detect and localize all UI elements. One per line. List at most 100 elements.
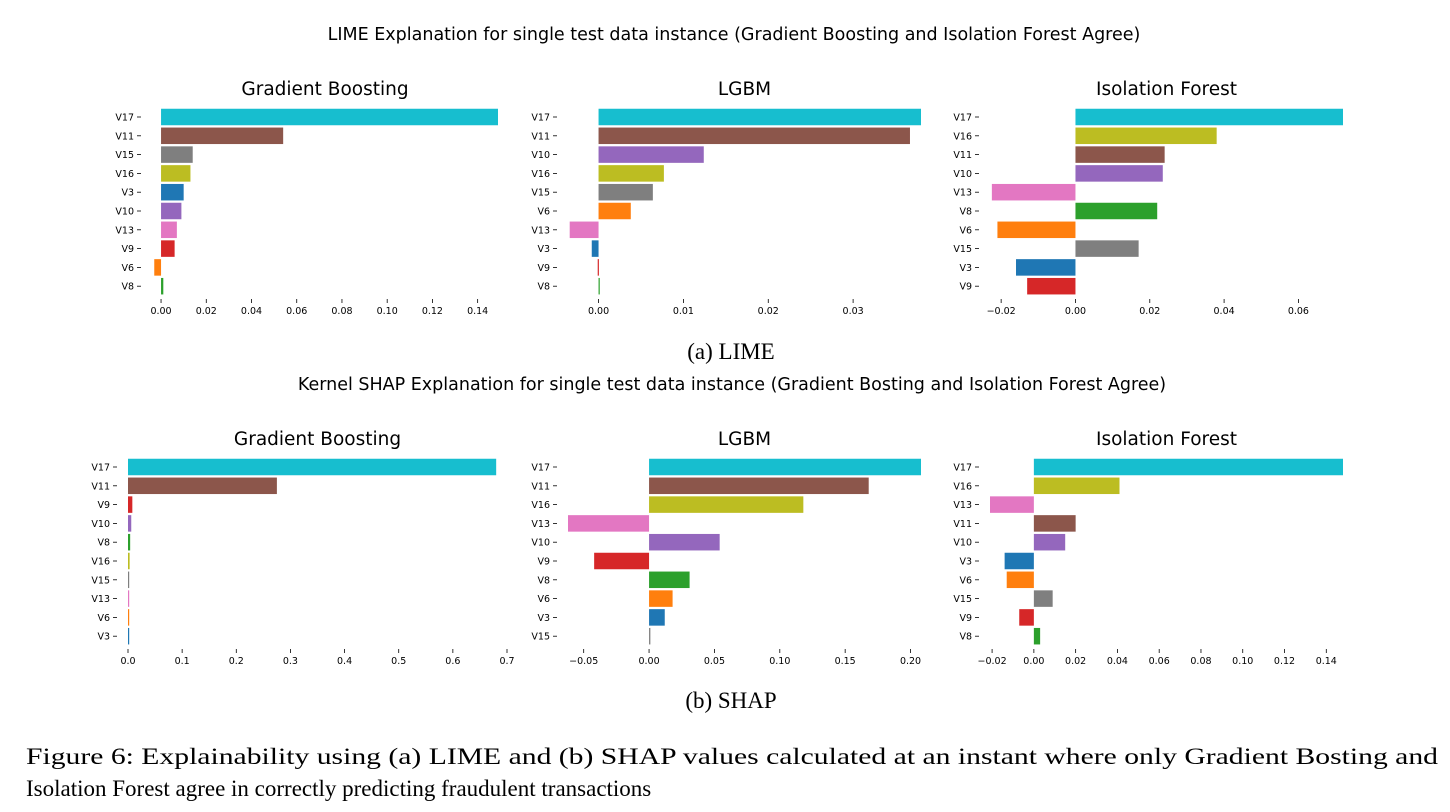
charts-group: Gradient Boosting V17 V11 V15 V16 V3 V10 V13 V9 V… (91, 79, 1343, 667)
bar-v16 (128, 552, 130, 570)
y-tick-label: V15 (115, 150, 134, 161)
y-tick-label: V9 (121, 244, 134, 255)
y-tick-label: V6 (121, 263, 134, 274)
bar-v15 (649, 627, 651, 645)
bar-v3 (1016, 259, 1076, 276)
bar-v17 (1075, 108, 1343, 126)
y-tick-label: V17 (531, 113, 550, 124)
y-tick-label: V8 (97, 538, 110, 549)
y-tick-label: V10 (953, 538, 972, 549)
bar-v17 (161, 108, 498, 126)
chart-a-1: Gradient Boosting V17 V11 V15 V16 V3 V10 V13 V9 V… (115, 79, 498, 317)
y-tick-label: V11 (115, 131, 134, 142)
x-tick-label: 0.20 (900, 656, 921, 667)
y-tick-label: V8 (121, 282, 134, 293)
x-tick-label: 0.08 (331, 306, 352, 317)
y-tick-label: V11 (953, 519, 972, 530)
y-tick-label: V13 (953, 188, 972, 199)
bar-v11 (598, 127, 910, 145)
chart-title: LGBM (718, 429, 771, 450)
bar-v3 (161, 183, 184, 201)
x-tick-label: 0.04 (1107, 656, 1128, 667)
x-tick-label: −0.02 (978, 656, 1007, 667)
bar-v6 (649, 590, 673, 607)
y-tick-label: V3 (959, 557, 972, 568)
bar-v17 (649, 458, 921, 476)
bar-v10 (161, 202, 182, 220)
y-tick-label: V10 (531, 150, 550, 161)
chart-title: LGBM (718, 79, 771, 100)
bar-v11 (128, 477, 277, 495)
x-tick-label: 0.10 (1232, 656, 1253, 667)
bar-v8 (1033, 627, 1041, 645)
chart-title: Isolation Forest (1096, 79, 1237, 100)
y-tick-label: V16 (953, 131, 972, 142)
x-tick-label: 0.00 (150, 306, 171, 317)
bar-v6 (1006, 571, 1034, 589)
bar-v16 (598, 165, 664, 182)
x-tick-label: 0.6 (445, 656, 460, 667)
bar-v15 (128, 571, 130, 589)
x-tick-label: 0.00 (1065, 306, 1086, 317)
bar-v10 (1075, 165, 1163, 182)
y-tick-label: V11 (953, 150, 972, 161)
y-tick-label: V16 (953, 481, 972, 492)
bar-v8 (598, 277, 600, 295)
bar-v3 (649, 609, 665, 626)
y-tick-label: V9 (959, 282, 972, 293)
bar-v17 (128, 458, 497, 476)
y-tick-label: V15 (953, 244, 972, 255)
x-tick-label: 0.03 (843, 306, 864, 317)
y-tick-label: V11 (531, 481, 550, 492)
bar-v6 (598, 202, 631, 220)
chart-title: Gradient Boosting (234, 429, 401, 450)
chart-b-2: LGBM V17 V11 V16 V13 V10 V9 V8 V6 V3 V15 −0.05 0.00 0… (531, 429, 921, 667)
y-tick-label: V9 (537, 557, 550, 568)
x-tick-label: −0.02 (987, 306, 1016, 317)
bar-v9 (594, 552, 650, 570)
x-tick-label: 0.06 (1288, 306, 1309, 317)
x-tick-label: 0.2 (229, 656, 244, 667)
bar-v13 (161, 221, 177, 239)
chart-b-1: Gradient Boosting V17 V11 V9 V10 V8 V16 V15 V13 V… (91, 429, 514, 667)
x-tick-label: 0.3 (283, 656, 298, 667)
bar-v6 (128, 609, 130, 626)
panel-b-caption: (b) SHAP (685, 688, 776, 713)
bar-v10 (598, 146, 704, 163)
y-tick-label: V9 (97, 500, 110, 511)
y-tick-label: V16 (531, 169, 550, 180)
x-tick-label: 0.5 (391, 656, 406, 667)
y-tick-label: V6 (959, 575, 972, 586)
bar-v9 (128, 496, 133, 513)
x-tick-label: 0.02 (758, 306, 779, 317)
y-tick-label: V6 (537, 594, 550, 605)
panel-a-caption: (a) LIME (687, 339, 775, 364)
y-tick-label: V10 (115, 207, 134, 218)
bar-v13 (991, 183, 1076, 201)
y-tick-label: V8 (959, 207, 972, 218)
y-tick-label: V16 (531, 500, 550, 511)
x-tick-label: 0.04 (241, 306, 262, 317)
x-tick-label: 0.12 (422, 306, 443, 317)
figure-caption-line-2: Isolation Forest agree in correctly pred… (26, 776, 651, 801)
x-tick-label: 0.10 (769, 656, 790, 667)
bar-v13 (990, 496, 1034, 513)
y-tick-label: V13 (115, 225, 134, 236)
x-tick-label: 0.14 (467, 306, 488, 317)
bar-v11 (1033, 515, 1076, 532)
bar-v8 (649, 571, 690, 589)
bar-v16 (1033, 477, 1120, 495)
y-tick-label: V17 (115, 113, 134, 124)
y-tick-label: V3 (97, 632, 110, 643)
bar-v9 (1019, 609, 1034, 626)
panel-b-suptitle: Kernel SHAP Explanation for single test … (298, 375, 1166, 395)
bar-v15 (161, 146, 193, 163)
x-tick-label: 0.01 (673, 306, 694, 317)
y-tick-label: V8 (959, 632, 972, 643)
y-tick-label: V11 (531, 131, 550, 142)
x-tick-label: −0.05 (569, 656, 598, 667)
bar-v10 (128, 515, 132, 532)
y-tick-label: V10 (953, 169, 972, 180)
x-tick-label: 0.1 (175, 656, 190, 667)
bar-v15 (598, 183, 653, 201)
